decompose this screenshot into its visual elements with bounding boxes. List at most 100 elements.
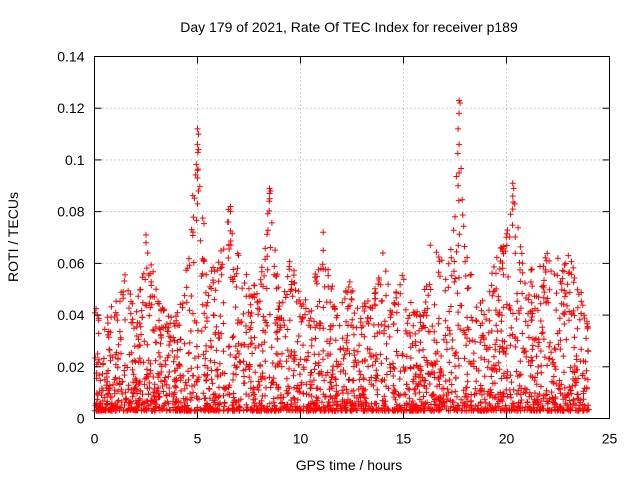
data-point [286, 365, 292, 372]
data-point [147, 270, 154, 277]
data-point [284, 390, 291, 397]
data-point [344, 332, 351, 339]
data-point [464, 285, 471, 292]
data-point [463, 342, 470, 349]
data-point [249, 389, 256, 396]
data-point [151, 328, 158, 334]
data-point [143, 231, 149, 238]
data-point [358, 400, 365, 406]
data-point [209, 380, 216, 387]
data-point [515, 399, 522, 406]
data-point [290, 272, 297, 279]
data-point [333, 358, 340, 365]
data-point [280, 317, 287, 324]
data-point [193, 217, 200, 224]
data-point [254, 290, 260, 297]
data-point [243, 329, 250, 336]
data-point [177, 301, 184, 308]
data-point [493, 285, 500, 292]
data-point [255, 387, 262, 393]
data-point [192, 171, 199, 178]
data-point [535, 294, 542, 301]
data-point [227, 208, 234, 215]
data-point [266, 374, 273, 381]
data-point [127, 291, 134, 298]
data-point [349, 377, 356, 384]
data-point [236, 358, 243, 365]
data-point [221, 399, 228, 406]
data-point [456, 110, 463, 117]
data-point [182, 395, 189, 402]
data-point [145, 357, 152, 364]
data-point [181, 292, 188, 299]
data-point [172, 367, 179, 374]
data-point [485, 346, 491, 353]
data-point [263, 285, 270, 292]
data-point [371, 333, 378, 340]
data-point [120, 295, 127, 302]
data-point [561, 321, 568, 327]
data-point [245, 309, 252, 316]
data-point [333, 382, 340, 389]
data-point [113, 349, 120, 356]
data-point [571, 334, 578, 341]
data-point [549, 378, 555, 385]
data-point [545, 299, 552, 306]
data-point [509, 206, 516, 213]
data-point [320, 403, 327, 410]
data-point [143, 265, 150, 272]
data-point [537, 318, 544, 324]
data-point [487, 386, 494, 393]
data-point [334, 401, 340, 408]
data-point [404, 320, 411, 327]
data-point [156, 394, 163, 400]
data-point [509, 310, 516, 317]
data-point [128, 298, 134, 305]
data-point [127, 310, 134, 317]
data-point [106, 346, 113, 353]
data-point [104, 320, 111, 327]
data-point [143, 239, 149, 246]
data-point [420, 405, 427, 412]
data-point [455, 309, 462, 316]
data-point [433, 249, 440, 256]
data-point [493, 254, 500, 261]
data-point [560, 353, 567, 360]
data-point [213, 323, 220, 330]
data-point [379, 407, 386, 414]
data-point [247, 378, 254, 385]
data-point [394, 352, 401, 359]
data-point [259, 348, 266, 354]
data-point [237, 404, 243, 411]
data-point [284, 291, 290, 298]
data-point [507, 372, 514, 379]
data-point [145, 402, 152, 409]
data-point [181, 340, 188, 347]
data-point [431, 398, 438, 405]
data-point [189, 232, 196, 239]
data-point [391, 365, 398, 372]
data-point [492, 403, 499, 410]
data-point [508, 324, 515, 331]
data-point [350, 331, 357, 338]
data-point [528, 299, 535, 306]
data-point [96, 407, 103, 414]
data-point [549, 395, 556, 401]
data-point [273, 329, 280, 336]
data-point [303, 391, 310, 398]
data-point [420, 312, 427, 319]
data-point [236, 350, 242, 357]
data-point [218, 330, 225, 337]
data-point [196, 183, 203, 190]
data-point [476, 407, 483, 414]
data-point [195, 188, 202, 194]
data-point [383, 371, 390, 378]
data-point [258, 281, 265, 288]
data-point [99, 398, 106, 404]
data-point [104, 391, 111, 398]
data-point [190, 214, 197, 221]
data-point [266, 190, 273, 197]
data-point [584, 318, 590, 325]
data-point [380, 397, 387, 404]
data-point [463, 390, 469, 397]
